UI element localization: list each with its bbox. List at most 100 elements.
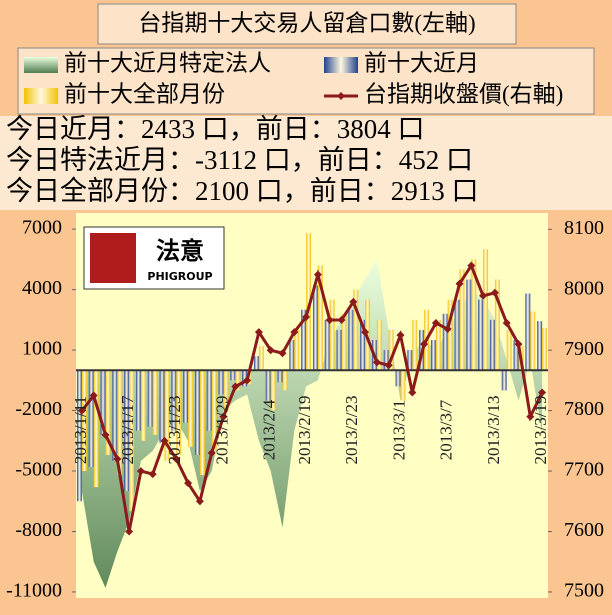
price-marker: [136, 467, 145, 476]
price-marker: [325, 315, 334, 324]
price-marker: [361, 328, 370, 337]
bar: [206, 370, 212, 431]
bar: [277, 370, 283, 383]
bar: [348, 309, 354, 371]
legend-label: 前十大近月特定法人: [64, 50, 271, 75]
bar: [124, 370, 130, 492]
x-tick-label: 2013/3/1: [389, 400, 408, 460]
price-marker: [266, 346, 275, 355]
legend-label: 前十大近月: [364, 50, 479, 75]
title-box: [97, 3, 517, 45]
price-marker: [479, 291, 488, 300]
price-marker: [502, 319, 511, 327]
bar: [147, 370, 153, 427]
y2-tick-label: 7800: [564, 398, 604, 420]
legend-box: [17, 47, 595, 115]
price-marker: [172, 454, 181, 463]
price-marker: [101, 430, 110, 439]
price-marker: [538, 388, 547, 397]
price-marker: [290, 328, 299, 337]
bar: [506, 329, 512, 371]
price-line: [80, 262, 544, 532]
bar: [466, 279, 472, 371]
logo-text: 法意: [156, 237, 204, 265]
price-marker: [219, 412, 228, 421]
bar: [93, 370, 99, 488]
price-marker: [396, 331, 405, 340]
bar: [395, 370, 401, 387]
y2-tick-label: 7900: [564, 338, 604, 360]
bar: [135, 370, 141, 431]
y2-tick-label: 8000: [564, 277, 604, 299]
bar: [223, 370, 229, 411]
price-marker: [113, 454, 122, 463]
bar: [388, 329, 394, 371]
price-marker: [89, 391, 98, 400]
price-marker: [467, 261, 476, 270]
price-marker: [349, 297, 358, 306]
bar: [301, 309, 307, 371]
bar: [183, 370, 189, 423]
bar: [483, 249, 489, 371]
x-tick-label: 2013/3/7: [437, 399, 456, 460]
y2-tick-label: 7700: [564, 459, 604, 481]
legend-label: 前十大全部月份: [64, 81, 225, 106]
summary-line: 今日特法近月：-3112 口，前日：452 口: [6, 145, 473, 175]
bar: [194, 370, 200, 455]
y2-tick-label: 7500: [564, 580, 604, 602]
bar: [289, 339, 295, 371]
price-marker: [431, 319, 440, 327]
bar: [282, 370, 288, 391]
bar: [265, 370, 271, 401]
y2-tick-label: 8100: [564, 217, 604, 239]
bar: [117, 370, 123, 476]
price-marker: [337, 315, 346, 324]
bar: [230, 370, 236, 381]
price-marker: [443, 325, 452, 334]
x-tick-label: 2013/2/19: [295, 396, 314, 465]
bar: [235, 370, 241, 391]
y-tick-label: 4000: [22, 277, 62, 299]
bar: [376, 319, 382, 371]
price-marker: [490, 288, 499, 297]
bar: [383, 350, 389, 371]
bar: [242, 370, 248, 387]
logo-subtext: PHIGROUP: [147, 270, 212, 283]
legend-swatch: [337, 92, 345, 100]
price-marker: [160, 436, 169, 445]
bar: [525, 293, 531, 371]
x-tick-label: 2013/1/11: [71, 396, 90, 464]
x-tick-label: 2013/1/29: [212, 396, 231, 465]
bar: [306, 233, 312, 371]
legend-swatch: [324, 57, 358, 73]
bar: [542, 327, 548, 371]
bar: [442, 313, 448, 371]
price-marker: [372, 358, 381, 367]
x-tick-label: 2013/1/17: [118, 395, 137, 464]
bar: [537, 321, 543, 371]
bar: [312, 285, 318, 371]
bar: [400, 370, 406, 401]
price-marker: [148, 470, 157, 479]
bar: [140, 370, 146, 441]
chart-title: 台指期十大交易人留倉口數(左軸): [138, 10, 475, 35]
y-tick-label: -5000: [15, 459, 62, 481]
price-marker: [195, 497, 204, 506]
price-marker: [184, 479, 193, 488]
bar: [336, 329, 342, 371]
x-tick-label: 2013/1/23: [165, 396, 184, 465]
bar: [407, 350, 413, 371]
bar: [478, 299, 484, 371]
legend-swatch: [24, 57, 58, 73]
price-marker: [313, 270, 322, 279]
bar: [159, 370, 165, 443]
y-tick-label: -8000: [15, 519, 62, 541]
bar: [171, 370, 177, 431]
price-marker: [302, 312, 311, 321]
price-marker: [420, 340, 429, 349]
bar: [100, 370, 106, 435]
bar: [317, 265, 323, 371]
bar: [188, 370, 194, 447]
bar: [341, 313, 347, 371]
